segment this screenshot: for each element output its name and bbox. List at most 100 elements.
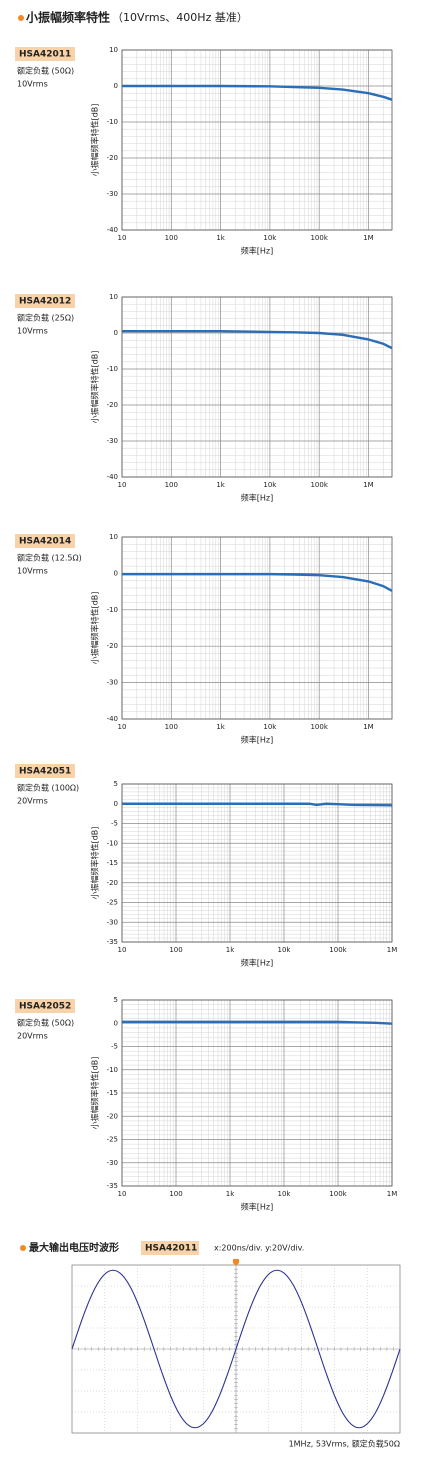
x-tick-label: 10	[118, 946, 127, 954]
caption: 1MHz, 53Vrms, 额定负载50Ω	[289, 1439, 400, 1449]
x-tick-label: 1k	[216, 481, 225, 489]
x-tick-label: 10	[118, 481, 127, 489]
response-line	[122, 802, 393, 807]
x-tick-label: 1k	[216, 234, 225, 242]
load: 额定负载 (25Ω)	[17, 313, 74, 323]
y-tick-label: -25	[107, 1136, 118, 1144]
load: 额定负载 (50Ω)	[17, 66, 74, 76]
y-axis-label: 小振幅频率特性[dB]	[90, 592, 100, 665]
x-tick-label: 10	[118, 1190, 127, 1198]
y-tick-label: 10	[109, 46, 118, 54]
y-axis-label: 小振幅频率特性[dB]	[90, 351, 100, 424]
x-tick-label: 100	[165, 481, 178, 489]
load: 额定负载 (12.5Ω)	[17, 553, 82, 563]
level: 10Vrms	[17, 327, 48, 336]
y-tick-label: -30	[107, 437, 118, 445]
model: HSA42052	[19, 1002, 71, 1012]
model-box	[141, 1241, 199, 1255]
trigger-marker	[233, 1259, 239, 1266]
model: HSA42012	[19, 297, 71, 307]
x-tick-label: 1M	[387, 946, 398, 954]
model-box	[15, 764, 75, 778]
x-tick-label: 100k	[329, 946, 347, 954]
model-box	[15, 294, 75, 308]
plot-frame	[121, 49, 393, 231]
y-tick-label: -10	[107, 606, 118, 614]
plot-frame	[121, 296, 393, 478]
y-tick-label: -20	[107, 401, 118, 409]
y-tick-label: -20	[107, 154, 118, 162]
y-tick-label: 5	[114, 780, 118, 788]
y-tick-label: -25	[107, 899, 118, 907]
y-axis-label: 小振幅频率特性[dB]	[90, 827, 100, 900]
y-tick-label: -20	[107, 879, 118, 887]
model: HSA42011	[19, 50, 71, 60]
y-tick-label: 0	[114, 1019, 118, 1027]
model-box	[15, 999, 75, 1013]
model: HSA42014	[19, 537, 71, 547]
y-axis-label: 小振幅频率特性[dB]	[90, 1057, 100, 1130]
y-tick-label: -30	[107, 190, 118, 198]
x-axis-label: 频率[Hz]	[241, 1202, 273, 1212]
x-tick-label: 1M	[363, 234, 374, 242]
y-tick-label: 10	[109, 533, 118, 541]
x-tick-label: 100k	[329, 1190, 347, 1198]
response-line	[122, 572, 393, 592]
level: 10Vrms	[17, 80, 48, 89]
x-tick-label: 100k	[310, 481, 328, 489]
section-subtitle: （10Vrms、400Hz 基准）	[112, 11, 248, 24]
y-tick-label: 0	[114, 800, 118, 808]
y-tick-label: -10	[107, 1066, 118, 1074]
load: 额定负载 (100Ω)	[17, 783, 79, 793]
x-tick-label: 100	[169, 1190, 182, 1198]
y-tick-label: -30	[107, 1159, 118, 1167]
x-tick-label: 1M	[387, 1190, 398, 1198]
y-tick-label: -30	[107, 918, 118, 926]
x-tick-label: 10k	[278, 1190, 292, 1198]
level: 20Vrms	[17, 797, 48, 806]
x-tick-label: 10k	[263, 234, 277, 242]
y-tick-label: -20	[107, 1112, 118, 1120]
x-tick-label: 10k	[263, 481, 277, 489]
scale: x:200ns/div. y:20V/div.	[214, 1244, 304, 1253]
y-tick-label: 10	[109, 293, 118, 301]
x-axis-label: 频率[Hz]	[241, 493, 273, 503]
y-tick-label: -10	[107, 839, 118, 847]
model: HSA42011	[145, 1244, 197, 1254]
x-tick-label: 100k	[310, 723, 328, 731]
y-tick-label: -30	[107, 679, 118, 687]
plot-frame	[121, 536, 393, 720]
x-tick-label: 10k	[278, 946, 292, 954]
y-tick-label: -20	[107, 642, 118, 650]
y-tick-label: -15	[107, 1089, 118, 1097]
plot-frame	[121, 783, 393, 943]
y-tick-label: -10	[107, 365, 118, 373]
section-title: 最大输出电压时波形	[29, 1241, 119, 1254]
waveform-line	[71, 1269, 401, 1429]
load: 额定负载 (50Ω)	[17, 1018, 74, 1028]
x-axis-label: 频率[Hz]	[241, 958, 273, 968]
response-line	[122, 84, 393, 101]
plot-frame	[121, 999, 393, 1187]
x-tick-label: 100k	[310, 234, 328, 242]
x-tick-label: 1k	[216, 723, 225, 731]
y-tick-label: -40	[107, 473, 118, 481]
section-title: 小振幅频率特性	[26, 10, 110, 25]
model-box	[15, 534, 75, 548]
bullet	[20, 1245, 26, 1251]
y-tick-label: -40	[107, 715, 118, 723]
model-box	[15, 47, 75, 61]
level: 20Vrms	[17, 1032, 48, 1041]
y-tick-label: -5	[111, 820, 118, 828]
y-tick-label: -10	[107, 118, 118, 126]
x-tick-label: 100	[169, 946, 182, 954]
x-tick-label: 100	[165, 723, 178, 731]
y-tick-label: -15	[107, 859, 118, 867]
y-tick-label: -40	[107, 226, 118, 234]
x-tick-label: 1k	[226, 1190, 235, 1198]
bullet	[18, 15, 24, 21]
y-tick-label: 0	[114, 329, 118, 337]
x-tick-label: 1M	[363, 723, 374, 731]
x-tick-label: 10	[118, 723, 127, 731]
